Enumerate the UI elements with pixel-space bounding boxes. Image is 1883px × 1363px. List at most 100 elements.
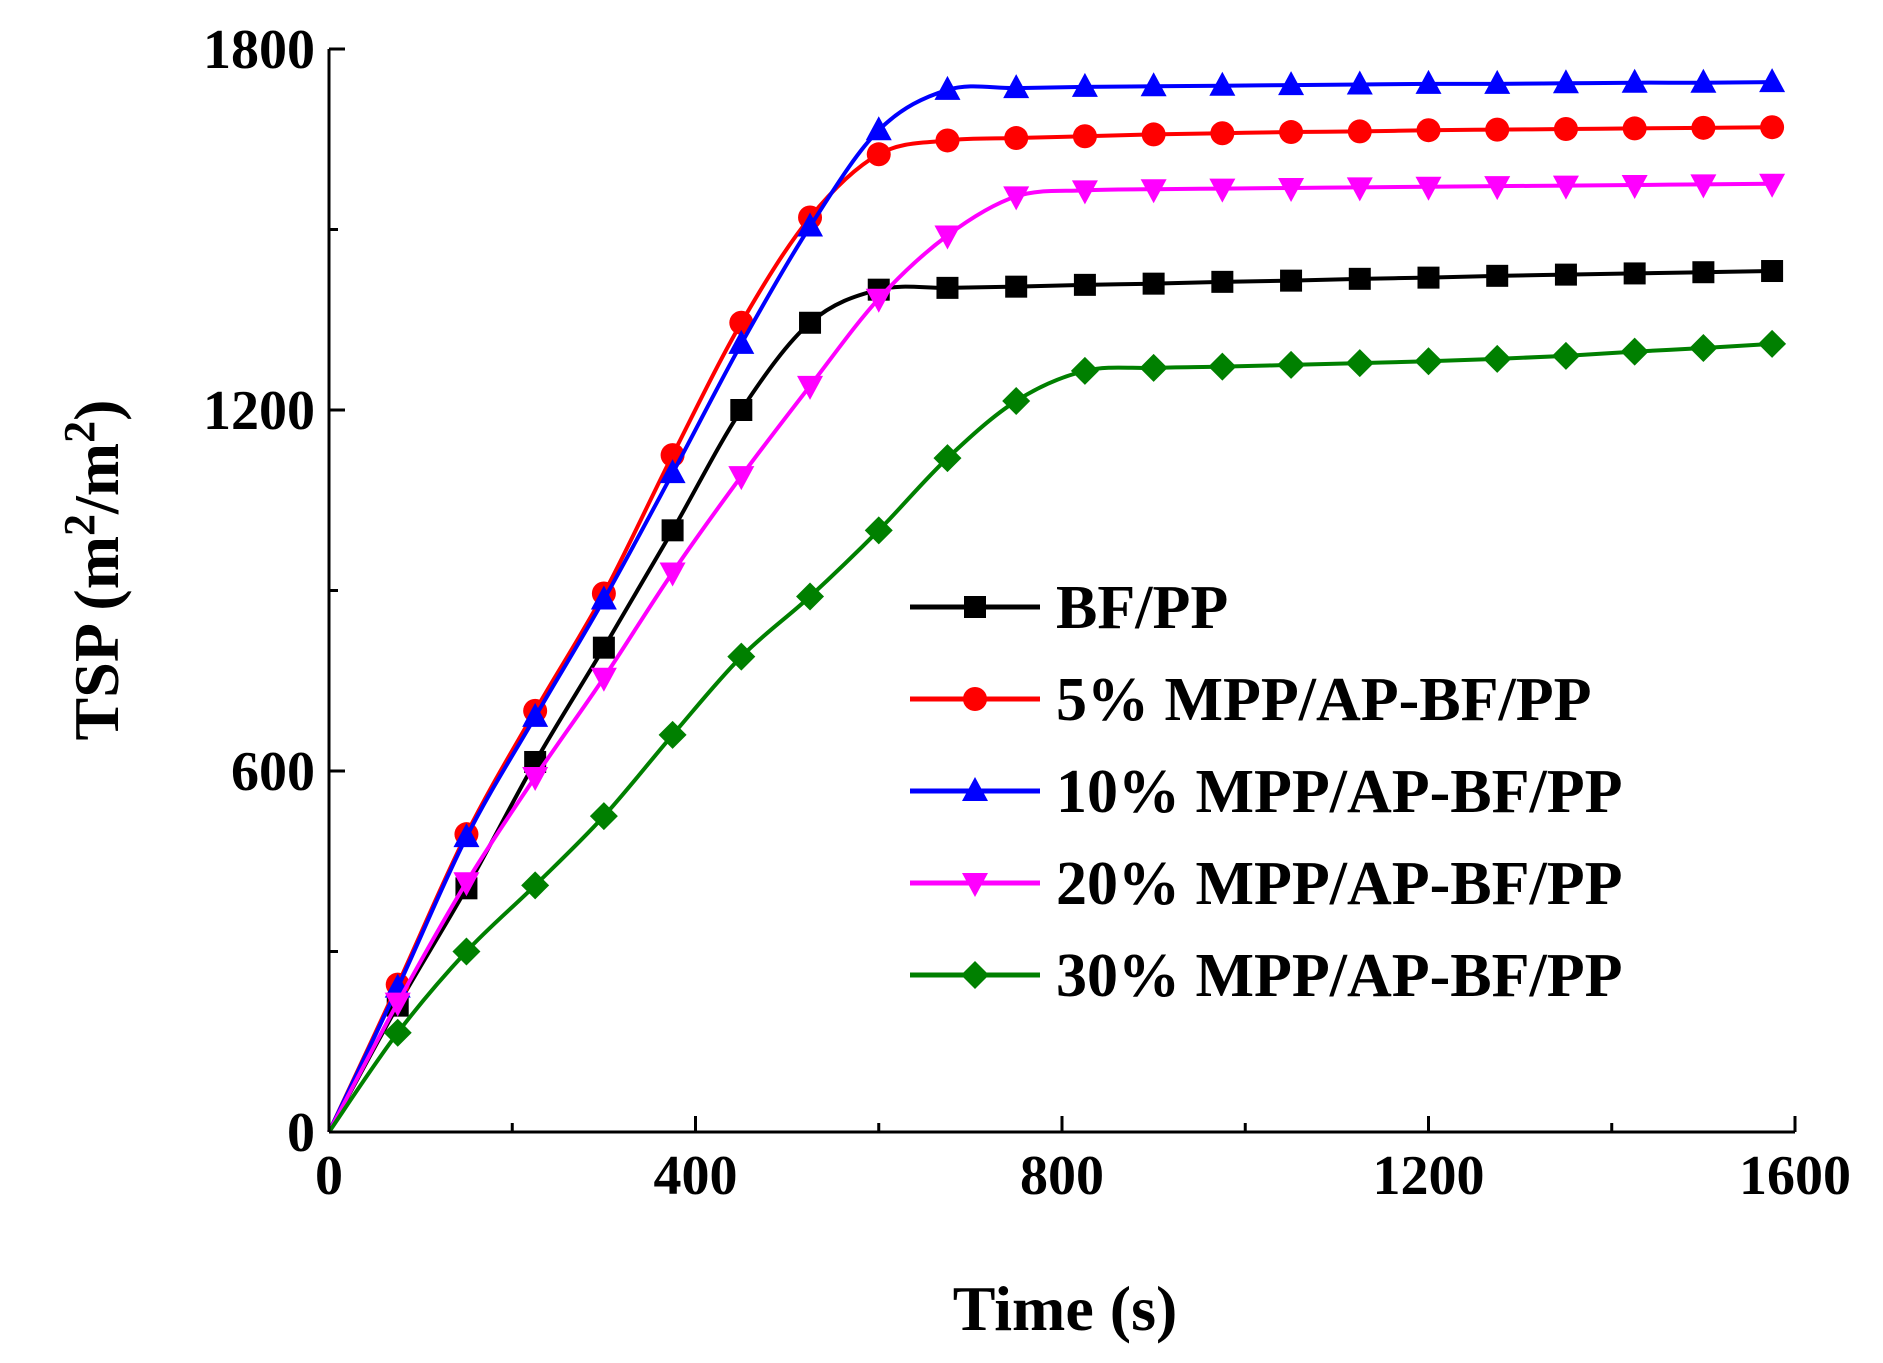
series-4-point bbox=[1346, 177, 1373, 202]
series-2-point bbox=[1691, 115, 1716, 140]
series-4-point bbox=[797, 375, 824, 400]
y-tick-label: 1800 bbox=[203, 19, 315, 81]
legend-entry: 5% MPP/AP-BF/PP bbox=[910, 666, 1591, 734]
series-1-point bbox=[1692, 261, 1715, 284]
series-1-point bbox=[936, 276, 959, 299]
legend-entry: 20% MPP/AP-BF/PP bbox=[910, 850, 1622, 918]
series-2-point bbox=[1210, 121, 1235, 146]
series-2-point bbox=[1004, 126, 1029, 151]
y-axis-title-end: ) bbox=[61, 400, 132, 421]
series-5-point bbox=[933, 444, 962, 473]
series-2-point bbox=[1622, 116, 1647, 141]
series-3-point bbox=[797, 212, 824, 237]
series-4-point bbox=[1484, 176, 1511, 201]
series-1-point bbox=[1280, 269, 1303, 292]
series-4-point bbox=[1621, 174, 1648, 199]
series-5-point bbox=[1002, 386, 1031, 415]
series-5-line bbox=[327, 341, 1773, 1134]
series-3-point bbox=[659, 459, 686, 484]
legend-marker bbox=[963, 687, 987, 711]
series-5-point bbox=[658, 720, 687, 749]
legend-marker bbox=[962, 777, 988, 801]
series-5-point bbox=[727, 642, 756, 671]
series-4-point bbox=[659, 562, 686, 587]
y-axis-title-main: TSP (m bbox=[61, 536, 132, 740]
series-3-point bbox=[1209, 71, 1236, 96]
series-3-point bbox=[522, 702, 549, 727]
series-3-point bbox=[590, 585, 617, 610]
x-tick-label: 400 bbox=[654, 1145, 738, 1207]
series-3-point bbox=[865, 116, 892, 141]
series-5-point bbox=[1139, 353, 1168, 382]
x-axis-title: Time (s) bbox=[953, 1273, 1178, 1344]
series-1-point bbox=[1623, 262, 1646, 285]
series-3-point bbox=[1484, 69, 1511, 94]
series-2-point bbox=[1072, 124, 1097, 149]
series-2-point bbox=[1279, 120, 1304, 145]
series-4-point bbox=[1140, 179, 1167, 204]
series-3-point bbox=[1071, 72, 1098, 97]
series-2-point bbox=[1553, 117, 1578, 142]
y-axis-title: TSP (m2/m2) bbox=[55, 400, 132, 741]
series-5 bbox=[327, 329, 1787, 1134]
series-3-point bbox=[1552, 69, 1579, 94]
x-tick-label: 800 bbox=[1020, 1145, 1104, 1207]
series-3-point bbox=[1690, 68, 1717, 93]
x-tick-label: 0 bbox=[315, 1145, 343, 1207]
series-3-point bbox=[934, 75, 961, 100]
series-1-point bbox=[1348, 267, 1371, 290]
series-5-point bbox=[383, 1018, 412, 1047]
series-4-point bbox=[1759, 173, 1786, 198]
y-tick-label: 0 bbox=[287, 1102, 315, 1164]
series-3-point bbox=[1278, 71, 1305, 96]
series-5-point bbox=[864, 516, 893, 545]
legend-label: 30% MPP/AP-BF/PP bbox=[1056, 942, 1622, 1010]
series-4-point bbox=[1003, 186, 1030, 211]
series-4-point bbox=[1552, 175, 1579, 200]
y-tick-label: 1200 bbox=[203, 380, 315, 442]
series-4-point bbox=[522, 767, 549, 792]
series-1-point bbox=[799, 311, 822, 334]
series-4-point bbox=[1209, 178, 1236, 203]
series-3-point bbox=[453, 823, 480, 848]
series-3-point bbox=[1346, 70, 1373, 95]
y-tick-label: 600 bbox=[231, 741, 315, 803]
series-5-point bbox=[796, 582, 825, 611]
series-1-point bbox=[1211, 270, 1234, 293]
series-5-point bbox=[1620, 337, 1649, 366]
series-5-point bbox=[1070, 356, 1099, 385]
series-3-point bbox=[1415, 69, 1442, 94]
legend-entry: 10% MPP/AP-BF/PP bbox=[910, 758, 1622, 826]
series-4-point bbox=[1415, 176, 1442, 201]
series-4-point bbox=[453, 872, 480, 897]
series-4-point bbox=[1690, 174, 1717, 199]
legend-entry: BF/PP bbox=[910, 574, 1228, 642]
series-3-point bbox=[1140, 72, 1167, 97]
series-1-point bbox=[661, 519, 684, 542]
legend-marker bbox=[961, 961, 989, 989]
series-2-point bbox=[1416, 118, 1441, 143]
series-2-point bbox=[1485, 117, 1510, 142]
legend: BF/PP 5% MPP/AP-BF/PP 10% MPP/AP-BF/PP 20% … bbox=[910, 574, 1622, 1010]
x-tick-label: 1600 bbox=[1739, 1145, 1851, 1207]
legend-label: 10% MPP/AP-BF/PP bbox=[1056, 758, 1622, 826]
series-5-point bbox=[1345, 349, 1374, 378]
series-3-point bbox=[1759, 68, 1786, 93]
series-1-point bbox=[592, 636, 615, 659]
series-2-point bbox=[1347, 119, 1372, 144]
y-axis-title-sup-1: 2 bbox=[55, 514, 104, 536]
series-1-point bbox=[1073, 273, 1096, 296]
legend-entry: 30% MPP/AP-BF/PP bbox=[910, 942, 1622, 1010]
series-5-point bbox=[1414, 347, 1443, 376]
series-5-point bbox=[1277, 350, 1306, 379]
series-2-point bbox=[1760, 115, 1785, 140]
series-4-point bbox=[865, 288, 892, 313]
series-5-point bbox=[1551, 341, 1580, 370]
series-1-point bbox=[1142, 272, 1165, 295]
legend-marker bbox=[962, 873, 988, 897]
x-tick-label: 1200 bbox=[1373, 1145, 1485, 1207]
legend-label: 5% MPP/AP-BF/PP bbox=[1056, 666, 1591, 734]
series-3-point bbox=[1621, 68, 1648, 93]
series-5-point bbox=[1208, 352, 1237, 381]
